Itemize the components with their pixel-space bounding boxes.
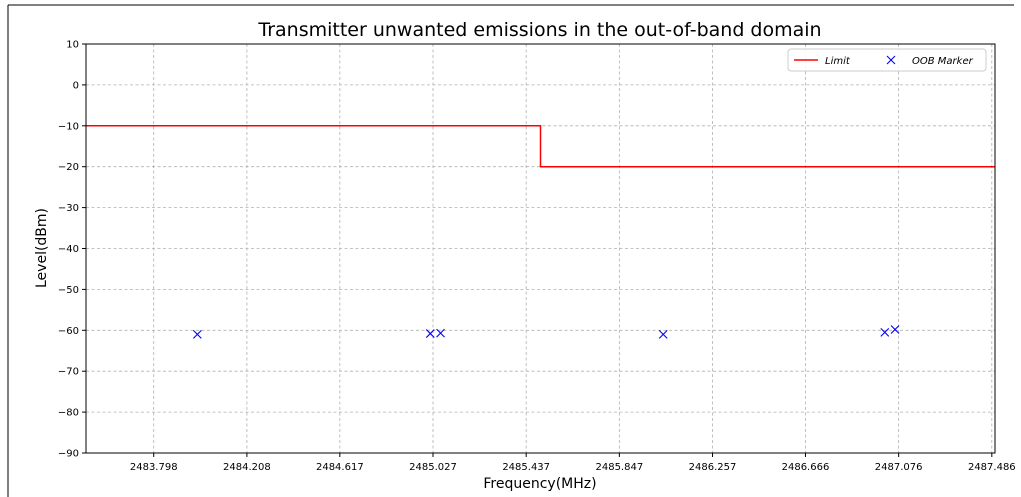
legend-oob-marker [886, 55, 896, 65]
x-tick-label: 2486.257 [689, 462, 737, 473]
y-tick-label: 10 [66, 40, 79, 51]
legend: Limit OOB Marker [787, 48, 987, 72]
x-tick-label: 2487.486 [968, 462, 1016, 473]
y-axis: 10 0 −10 −20 −30 −40 −50 −60 −70 −80 −90 [58, 40, 86, 460]
x-tick-label: 2486.666 [782, 462, 830, 473]
y-tick-label: −50 [58, 285, 79, 296]
y-tick-label: −90 [58, 449, 79, 460]
limit-line [86, 125, 995, 168]
oob-marker-point [192, 330, 202, 339]
legend-limit-label: Limit [825, 56, 851, 67]
x-tick-label: 2485.437 [502, 462, 550, 473]
x-tick-label: 2484.208 [223, 462, 271, 473]
y-tick-label: −40 [58, 244, 79, 255]
legend-oob-swatch [886, 55, 896, 65]
plot-data [86, 125, 995, 339]
y-tick-label: −80 [58, 408, 79, 419]
oob-marker-point [658, 330, 668, 339]
x-tick-label: 2487.076 [875, 462, 923, 473]
y-tick-label: −10 [58, 121, 79, 132]
oob-marker-point [436, 328, 445, 338]
oob-marker-point [425, 329, 435, 338]
x-tick-label: 2483.798 [130, 462, 178, 473]
oob-marker-point [880, 327, 890, 337]
legend-oob-label: OOB Marker [912, 56, 974, 67]
y-tick-label: −30 [58, 203, 79, 214]
y-tick-label: 0 [73, 80, 79, 91]
chart-title: Transmitter unwanted emissions in the ou… [257, 19, 821, 41]
y-tick-label: −60 [58, 326, 79, 337]
legend-box [787, 48, 987, 72]
x-tick-label: 2485.847 [595, 462, 643, 473]
y-tick-label: −20 [58, 162, 79, 173]
y-tick-label: −70 [58, 367, 79, 378]
oob-marker-point [890, 325, 900, 334]
x-axis-title: Frequency(MHz) [483, 476, 596, 492]
x-tick-label: 2485.027 [409, 462, 457, 473]
y-axis-title: Level(dBm) [34, 208, 50, 288]
x-tick-label: 2484.617 [316, 462, 364, 473]
grid [86, 44, 995, 453]
x-axis: 2483.798 2484.208 2484.617 2485.027 2485.437… [130, 453, 1016, 473]
